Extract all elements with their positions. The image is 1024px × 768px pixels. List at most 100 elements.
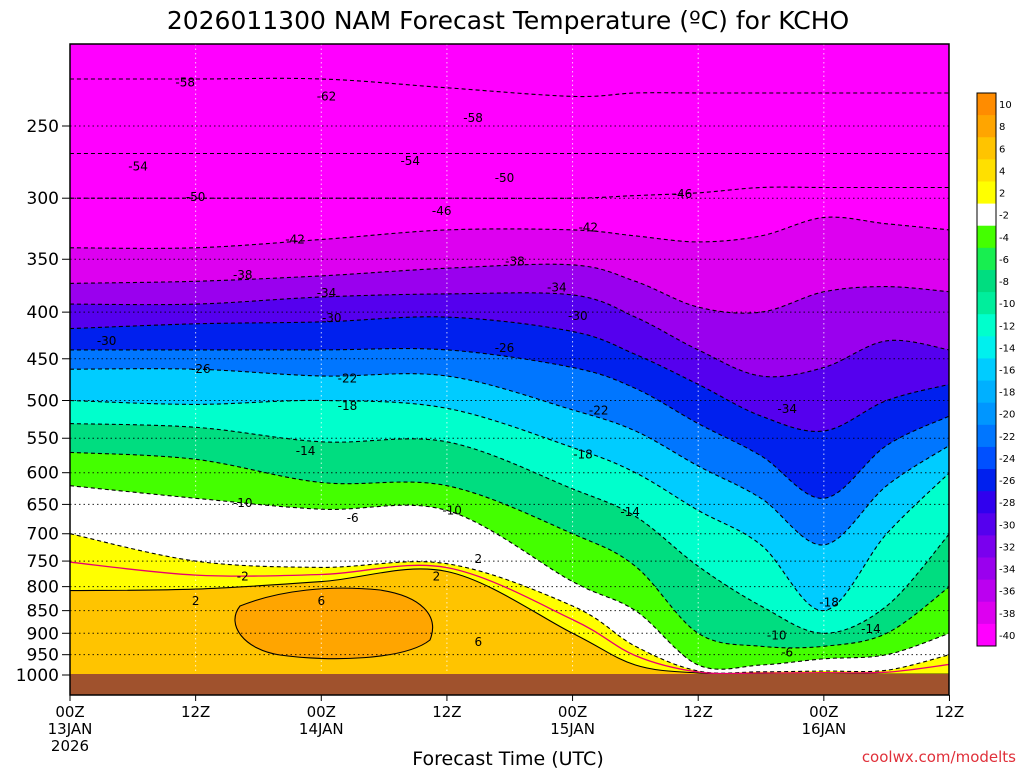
x-tick-label-24-0: 00Z [307, 703, 336, 721]
contour-label-layer: -58-62-58-54 -54-50-50-46-46-42-42-38-38-… [97, 76, 881, 660]
colorbar-swatch-23 [977, 601, 996, 625]
x-tick-label-0-1: 13JAN [48, 720, 93, 738]
contour-label-1: -62 [317, 89, 337, 103]
y-tick-label-450: 450 [27, 350, 59, 370]
contour-label-28: -6 [347, 511, 359, 525]
contour-label-37: -14 [861, 622, 881, 636]
y-tick-label-550: 550 [27, 429, 59, 449]
contour-label-35: -34 [777, 402, 797, 416]
contour-label-17: -30 [568, 309, 588, 323]
contour-label-3: -54 [128, 160, 148, 174]
y-tick-label-1000: 1000 [16, 666, 59, 686]
x-tick-label-48-0: 00Z [558, 703, 587, 721]
contour-label-31: 2 [433, 570, 441, 584]
colorbar-label-18: -28 [999, 498, 1015, 509]
x-tick-label-24-1: 14JAN [299, 720, 344, 738]
colorbar-label-4: 2 [999, 189, 1005, 200]
colorbar-swatch-22 [977, 579, 996, 603]
colorbar-swatch-17 [977, 469, 996, 492]
contour-label-22: -18 [338, 399, 358, 413]
isotherm--58 [70, 77, 949, 98]
colorbar-swatch-15 [977, 424, 996, 448]
x-tick-label-60-0: 12Z [684, 703, 713, 721]
colorbar-swatch-16 [977, 446, 996, 470]
colorbar-label-21: -34 [999, 565, 1015, 576]
isotherm--38 [70, 263, 949, 314]
isotherm--14 [70, 423, 949, 634]
colorbar-swatch-14 [977, 402, 996, 426]
x-tick-label-12-0: 12Z [181, 703, 210, 721]
isotherm--50 [70, 186, 949, 199]
contour-label-5: -50 [186, 190, 206, 204]
colorbar-swatch-5 [977, 203, 996, 227]
colorbar-label-8: -8 [999, 277, 1009, 288]
colorbar-swatch-4 [977, 181, 996, 204]
contour-label-24: -14 [296, 444, 316, 458]
contour-label-18: -26 [191, 362, 211, 376]
colorbar-label-9: -10 [999, 299, 1015, 310]
x-tick-label-0-0: 00Z [55, 703, 84, 721]
colorbar-swatch-20 [977, 535, 996, 558]
chart-title: 2026011300 NAM Forecast Temperature (ºC)… [167, 6, 849, 35]
x-tick-label-72-1: 16JAN [801, 720, 846, 738]
colorbar-label-13: -18 [999, 388, 1015, 399]
contour-label-26: -10 [233, 496, 253, 510]
colorbar-swatch-12 [977, 358, 996, 381]
colorbar: 10 8 6 4 2 -2 -4 -6 -8 -10 -12 -14 -16 -18 -20 -22 -24 -2… [976, 92, 1015, 647]
y-tick-label-400: 400 [27, 303, 59, 323]
isotherm--22 [70, 368, 949, 546]
contour-label-7: -46 [432, 204, 452, 218]
y-axis: 2503003504004505005506006507007508008509… [16, 117, 70, 686]
colorbar-frame [976, 92, 997, 647]
contour-label-16: -30 [322, 311, 342, 325]
credit-text: coolwx.com/modelts [862, 748, 1016, 766]
contour-label-20: -22 [338, 372, 358, 386]
contour-label-27: -10 [442, 503, 462, 517]
colorbar-label-19: -30 [999, 520, 1015, 531]
colorbar-swatch-3 [977, 159, 996, 182]
colorbar-swatch-10 [977, 314, 996, 337]
y-tick-label-250: 250 [27, 117, 59, 137]
colorbar-swatch-7 [977, 247, 996, 271]
contour-label-14: -34 [547, 281, 567, 295]
isotherm-zero [70, 561, 949, 675]
y-tick-label-650: 650 [27, 495, 59, 515]
y-tick-label-850: 850 [27, 602, 59, 622]
contour-label-4: -54 [400, 154, 420, 168]
contour-label-6: -50 [495, 171, 515, 185]
contour-label-29: -2 [237, 570, 249, 584]
colorbar-label-16: -24 [999, 454, 1015, 465]
y-tick-label-900: 900 [27, 624, 59, 644]
colorbar-label-24: -40 [999, 631, 1015, 642]
contour-label-9: -42 [285, 233, 305, 247]
contour-label-21: -22 [589, 404, 609, 418]
colorbar-label-23: -38 [999, 609, 1015, 620]
colorbar-label-1: 8 [999, 122, 1005, 133]
y-tick-label-500: 500 [27, 392, 59, 412]
colorbar-swatch-2 [977, 137, 996, 160]
isotherm--18 [70, 399, 949, 612]
contour-label-34: 6 [475, 635, 483, 649]
colorbar-swatch-13 [977, 380, 996, 404]
isotherm--30 [70, 316, 949, 432]
colorbar-label-3: 4 [999, 166, 1005, 177]
contour-label-11: -38 [233, 268, 253, 282]
x-tick-label-72-0: 00Z [809, 703, 838, 721]
colorbar-label-11: -14 [999, 343, 1015, 354]
contour-label-13: -34 [317, 286, 337, 300]
colorbar-swatch-11 [977, 336, 996, 359]
y-tick-label-300: 300 [27, 189, 59, 209]
colorbar-label-5: -2 [999, 211, 1009, 222]
grid-layer [70, 44, 949, 695]
colorbar-swatch-21 [977, 557, 996, 581]
y-tick-label-700: 700 [27, 525, 59, 545]
colorbar-label-14: -20 [999, 410, 1015, 421]
contour-label-10: -42 [578, 220, 598, 234]
colorbar-swatch-18 [977, 491, 996, 514]
temperature-fill-layer [70, 44, 949, 695]
colorbar-label-0: 10 [999, 100, 1012, 111]
colorbar-swatch-6 [977, 225, 996, 249]
ground-surface [70, 674, 949, 695]
